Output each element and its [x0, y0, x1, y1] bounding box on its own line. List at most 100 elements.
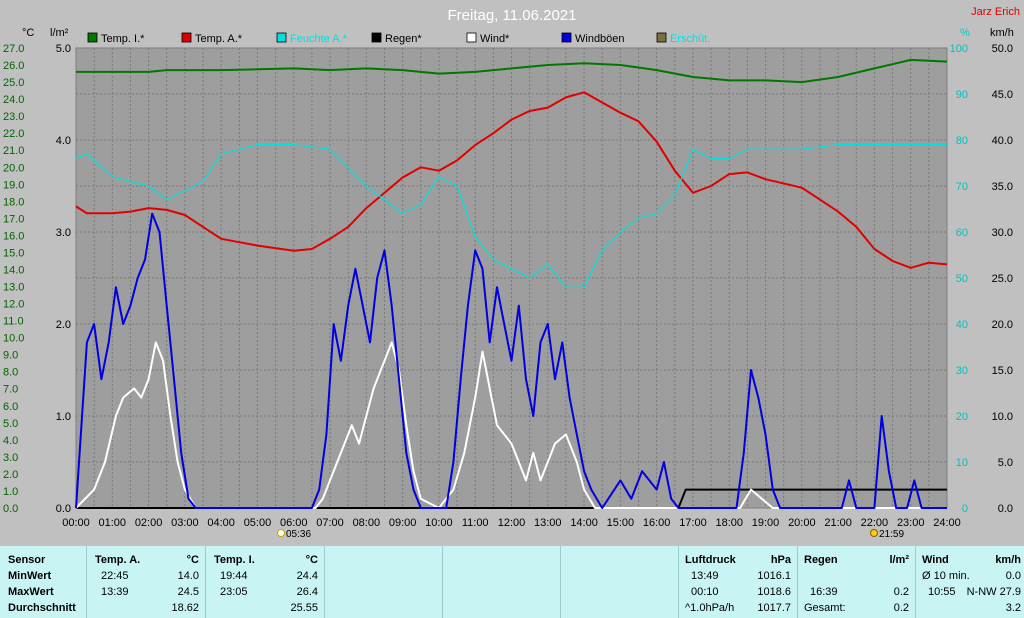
wind-tick-label: 40.0: [992, 135, 1013, 147]
time-tick-label: 09:00: [389, 517, 417, 529]
right-wind-unit: km/h: [990, 27, 1014, 39]
temp-i-header: Temp. I.: [214, 554, 255, 566]
time-tick-label: 11:00: [462, 517, 489, 529]
pct-tick-label: 30: [956, 365, 968, 377]
regen-header: Regen: [804, 554, 838, 566]
temp-i-min: 24.4: [296, 570, 318, 582]
temp-tick-label: 25.0: [3, 77, 24, 89]
regen-unit: l/m²: [889, 554, 909, 566]
statistics-panel: Sensor MinWert MaxWert Durchschnitt Temp…: [0, 546, 1024, 618]
temp-tick-label: 20.0: [3, 162, 24, 174]
regen-max-time: 16:39: [810, 586, 838, 598]
time-tick-label: 21:00: [824, 517, 852, 529]
temp-tick-label: 2.0: [3, 469, 18, 481]
pct-tick-label: 60: [956, 227, 968, 239]
time-tick-label: 10:00: [425, 517, 453, 529]
time-tick-label: 15:00: [607, 517, 635, 529]
chart-title: Freitag, 11.06.2021: [448, 7, 577, 24]
luftdruck-max: 1018.6: [757, 586, 791, 598]
legend-swatch: [561, 32, 572, 43]
temp-tick-label: 0.0: [3, 503, 18, 515]
temp-i-max: 26.4: [296, 586, 318, 598]
temp-a-header: Temp. A.: [95, 554, 141, 566]
weather-chart: 27.0 26.0 25.0 24.0 23.0 22.0 21.0 20.0 19.0 18.0…: [3, 6, 1020, 540]
wind-header: Wind: [922, 554, 949, 566]
legend-label: Feuchte A.*: [290, 33, 348, 45]
pct-tick-label: 20: [956, 411, 968, 423]
avg-row-label: Durchschnitt: [8, 602, 76, 614]
series-line-windb-en: [75, 212, 947, 509]
legend-label: Windböen: [575, 33, 625, 45]
wind-tick-label: 50.0: [992, 43, 1013, 55]
temp-tick-label: 6.0: [3, 401, 18, 413]
rain-tick-label: 4.0: [56, 135, 71, 147]
legend-swatch: [466, 32, 477, 43]
wind-tick-label: 0.0: [998, 503, 1013, 515]
temp-a-min-time: 22:45: [101, 570, 129, 582]
rain-tick-label: 2.0: [56, 319, 71, 331]
temp-a-min: 14.0: [177, 570, 199, 582]
series-line-temp-a: [75, 91, 948, 269]
luftdruck-min: 1016.1: [757, 570, 791, 582]
temp-a-unit: °C: [186, 554, 199, 566]
temp-a-max-time: 13:39: [101, 586, 129, 598]
axis-ticks: 27.0 26.0 25.0 24.0 23.0 22.0 21.0 20.0 19.0 18.0…: [3, 43, 1013, 529]
time-tick-label: 23:00: [897, 517, 925, 529]
luftdruck-min-time: 13:49: [691, 570, 719, 582]
empty-col: [442, 546, 560, 618]
series-line-feuchte-a: [75, 144, 947, 288]
temp-tick-label: 18.0: [3, 196, 24, 208]
series-line-regen: [76, 488, 947, 509]
wind-tick-label: 30.0: [992, 227, 1013, 239]
wind-tick-label: 45.0: [992, 89, 1013, 101]
sunrise-marker: 05:36: [277, 529, 311, 540]
regen-total-label: Gesamt:: [804, 602, 846, 614]
rain-tick-label: 1.0: [56, 411, 71, 423]
sunset-time: 21:59: [879, 529, 904, 540]
sunrise-time: 05:36: [286, 529, 311, 540]
author-label: Jarz Erich: [971, 6, 1020, 18]
time-tick-label: 14:00: [570, 517, 598, 529]
legend-swatch: [87, 32, 98, 43]
temp-tick-label: 12.0: [3, 299, 24, 311]
max-row-label: MaxWert: [8, 586, 54, 598]
temp-tick-label: 4.0: [3, 435, 18, 447]
temp-i-unit: °C: [305, 554, 318, 566]
temp-i-col: Temp. I. °C 19:44 24.4 23:05 26.4 25.55: [205, 546, 324, 618]
pct-tick-label: 100: [950, 43, 968, 55]
series-line-temp-i: [76, 58, 948, 84]
temp-tick-label: 8.0: [3, 367, 18, 379]
temp-tick-label: 10.0: [3, 333, 24, 345]
time-tick-label: 18:00: [715, 517, 743, 529]
luftdruck-header: Luftdruck: [685, 554, 736, 566]
series-line-wind: [75, 341, 947, 509]
time-tick-label: 03:00: [171, 517, 199, 529]
time-tick-label: 22:00: [861, 517, 889, 529]
time-tick-label: 12:00: [498, 517, 526, 529]
temp-tick-label: 11.0: [3, 316, 24, 328]
legend-label: Temp. A.*: [195, 33, 243, 45]
right-pct-unit: %: [960, 27, 970, 39]
luftdruck-avg: 1017.7: [757, 602, 791, 614]
temp-tick-label: 19.0: [3, 179, 24, 191]
legend-swatch: [276, 32, 287, 43]
legend-swatch: [656, 32, 667, 43]
temp-tick-label: 13.0: [3, 282, 24, 294]
empty-col: [324, 546, 442, 618]
time-tick-label: 05:00: [244, 517, 272, 529]
pct-tick-label: 10: [956, 457, 968, 469]
temp-tick-label: 16.0: [3, 230, 24, 242]
left-temp-unit: °C: [22, 27, 34, 39]
wind-max: N-NW 27.9: [966, 586, 1021, 598]
pct-tick-label: 50: [956, 273, 968, 285]
time-tick-label: 20:00: [788, 517, 816, 529]
time-tick-label: 07:00: [316, 517, 344, 529]
legend-label: Temp. I.*: [101, 33, 145, 45]
left-rain-unit: l/m²: [50, 27, 69, 39]
sensor-labels-col: Sensor MinWert MaxWert Durchschnitt: [0, 546, 84, 618]
time-tick-label: 00:00: [62, 517, 90, 529]
pct-tick-label: 0: [962, 503, 968, 515]
regen-total: 0.2: [893, 602, 909, 614]
pct-tick-label: 70: [956, 181, 968, 193]
wind-max-time: 10:55: [928, 586, 956, 598]
